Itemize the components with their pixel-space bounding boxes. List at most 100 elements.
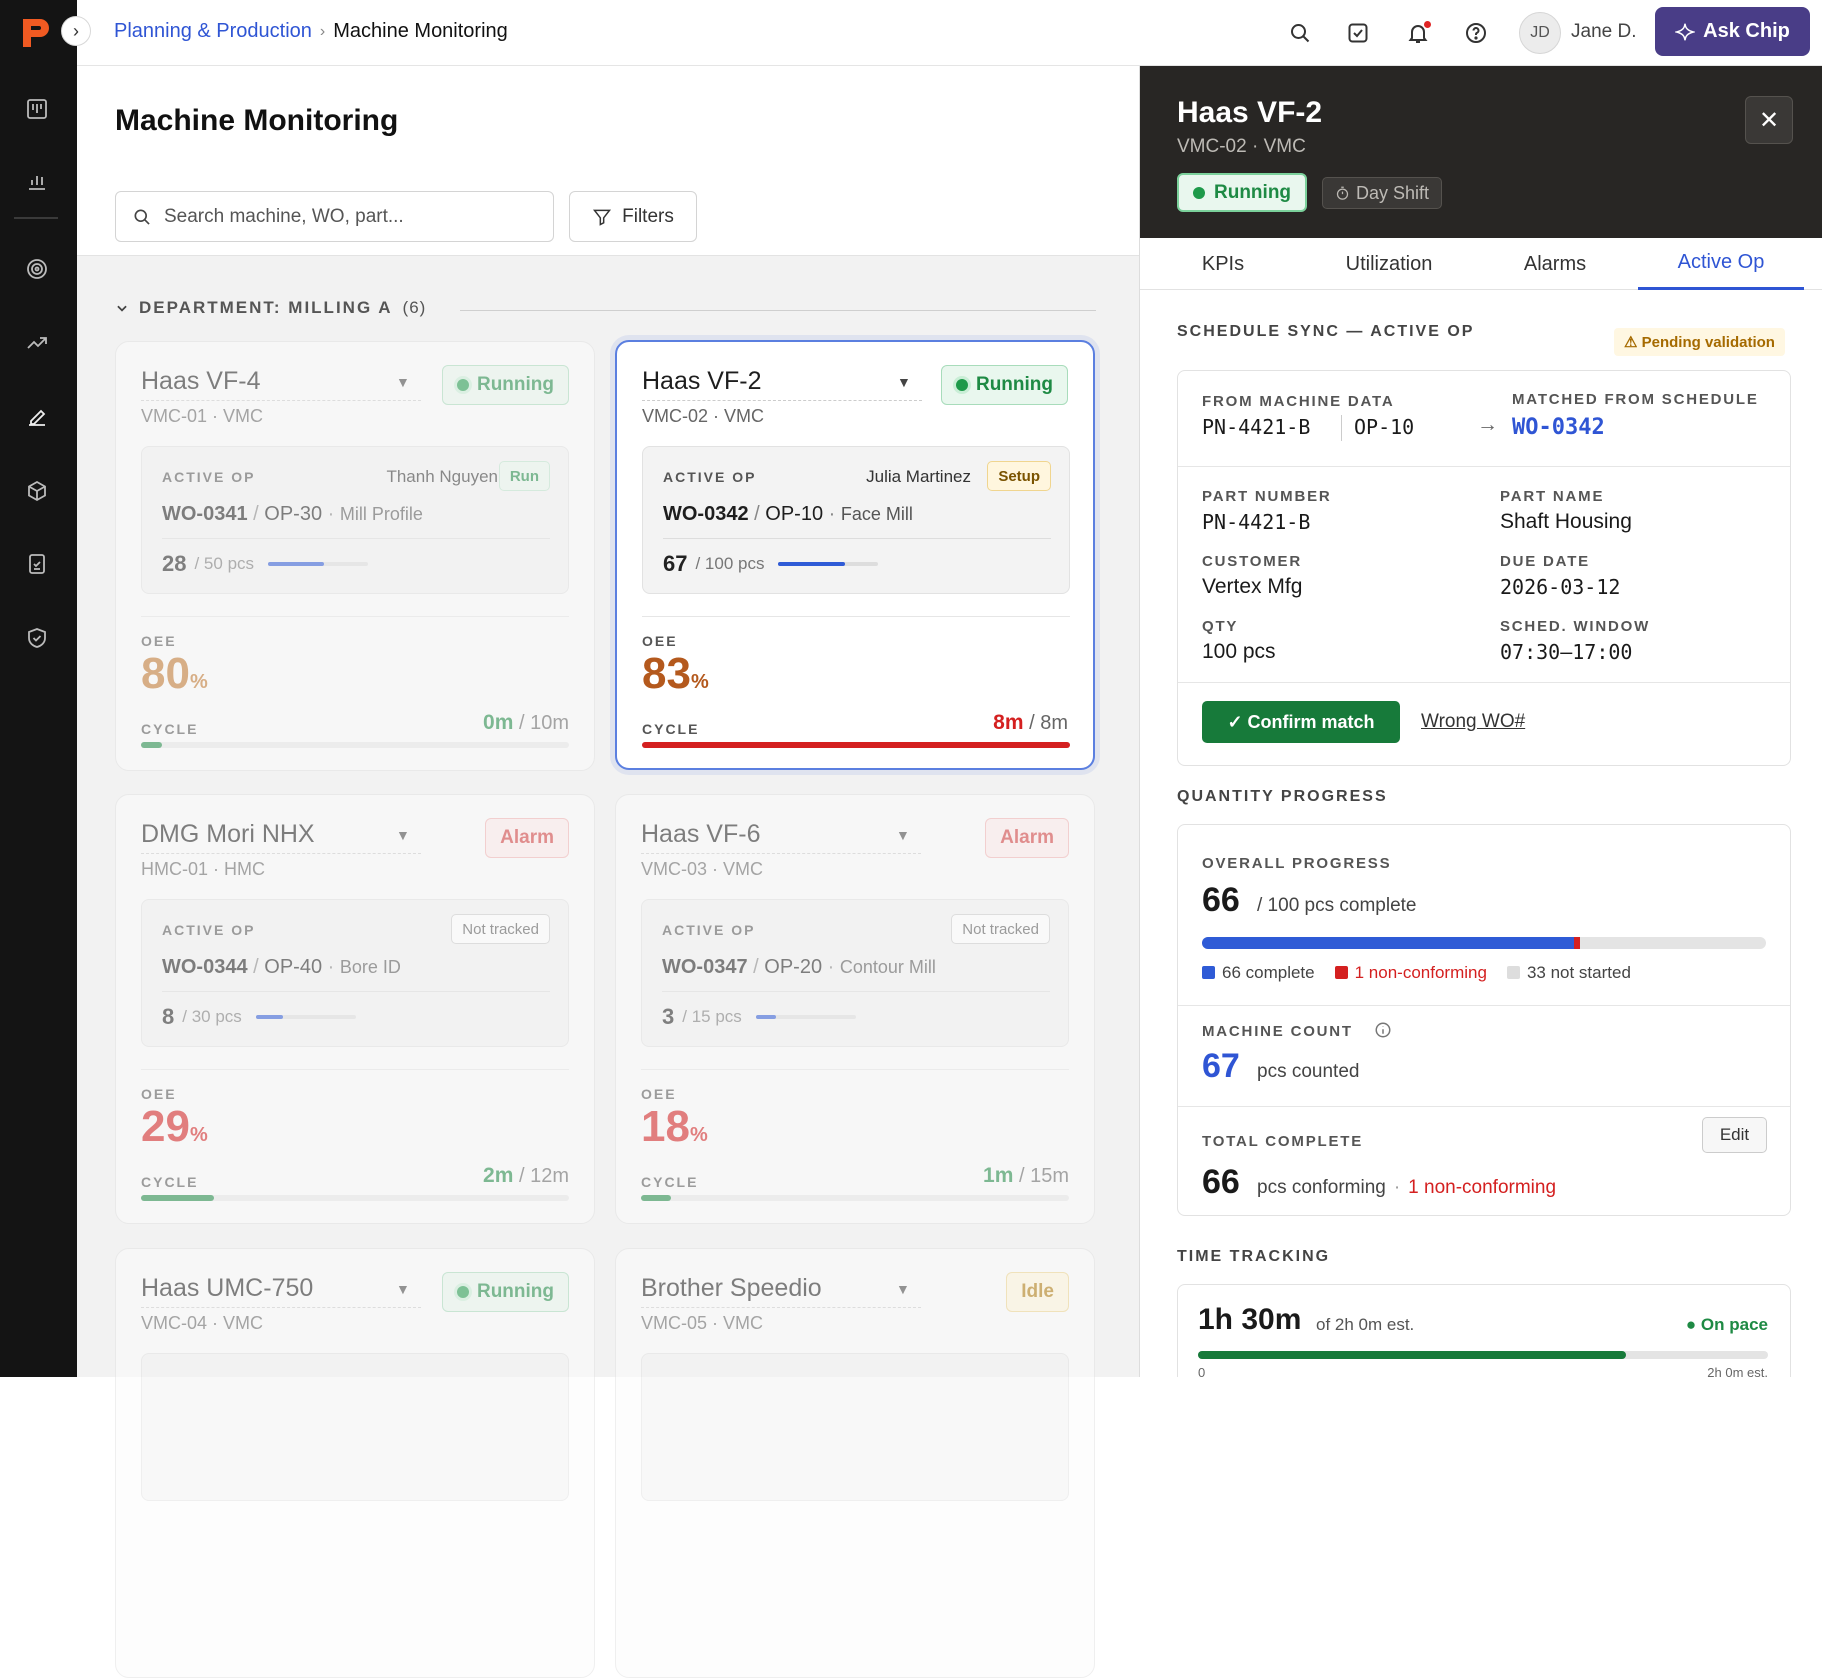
tab-active-op[interactable]: Active Op [1638, 238, 1804, 290]
cycle-progress-bar [642, 742, 1070, 748]
machine-card-selected[interactable]: Haas VF-2 ▼ VMC-02 · VMC Running ACTIVE … [615, 340, 1095, 770]
qty-total: / 50 pcs [194, 554, 255, 573]
work-order-line: WO-0342 / OP-10 · Face Mill [663, 503, 1051, 539]
part-name-label: PART NAME [1500, 488, 1605, 505]
active-op-label: ACTIVE OP [162, 922, 256, 938]
status-dot [955, 379, 968, 391]
edit-total-button[interactable]: Edit [1702, 1117, 1767, 1153]
total-nonconforming-text: 1 non-conforming [1408, 1177, 1557, 1198]
value-divider [1341, 415, 1342, 441]
qty-progress-bar [255, 1015, 356, 1019]
section-divider [1178, 682, 1790, 683]
machine-card[interactable]: Haas UMC-750 ▼ VMC-04 · VMC Running [115, 1248, 595, 1678]
op-description: Face Mill [840, 504, 913, 524]
department-group-toggle[interactable]: DEPARTMENT: MILLING A (6) [115, 298, 426, 318]
oee-number: 80 [141, 649, 190, 698]
legend-not-started: 33 not started [1506, 963, 1631, 983]
cycle-progress-fill [642, 742, 1070, 748]
cycle-progress-fill [141, 1195, 214, 1201]
machine-card[interactable]: Brother Speedio ▼ VMC-05 · VMC Idle [615, 1248, 1095, 1678]
trend-icon[interactable] [22, 328, 52, 358]
oee-label: OEE [141, 633, 177, 649]
chevron-down-icon[interactable]: ▼ [896, 827, 910, 843]
qty-progress-fill [755, 1015, 776, 1019]
machine-card[interactable]: Haas VF-4 ▼ VMC-01 · VMC Running ACTIVE … [115, 341, 595, 771]
wo-number: WO-0342 [663, 503, 749, 525]
active-op-box [141, 1353, 569, 1501]
op-quantity: 3 / 15 pcs [662, 1004, 856, 1030]
wo-number: WO-0341 [162, 503, 248, 525]
pen-icon[interactable] [22, 402, 52, 432]
part-number-label: PART NUMBER [1202, 488, 1332, 505]
cycle-value: 0m / 10m [483, 711, 569, 735]
search-icon[interactable] [1285, 18, 1315, 48]
time-scale-start: 0 [1198, 1365, 1206, 1377]
tab-kpis[interactable]: KPIs [1201, 252, 1245, 275]
oee-label: OEE [641, 1086, 677, 1102]
overall-progress-suffix: / 100 pcs complete [1257, 895, 1417, 916]
cycle-value: 8m / 8m [993, 711, 1068, 735]
from-machine-label: FROM MACHINE DATA [1202, 393, 1395, 410]
section-divider [1178, 1106, 1790, 1107]
panel-tabs: KPIs Utilization Alarms Active Op [1140, 238, 1822, 290]
brand-logo[interactable] [20, 16, 52, 50]
user-avatar[interactable]: JD [1519, 12, 1561, 54]
user-name[interactable]: Jane D. [1571, 21, 1637, 42]
pending-text: Pending validation [1641, 333, 1775, 351]
collapse-nav-button[interactable]: › [61, 16, 91, 46]
chevron-down-icon[interactable]: ▼ [896, 1281, 910, 1297]
time-progress-bar [1198, 1351, 1768, 1359]
machine-count-label: MACHINE COUNT [1202, 1023, 1353, 1040]
box-icon[interactable] [22, 476, 52, 506]
checklist-icon[interactable] [22, 549, 52, 579]
status-badge: Idle [1006, 1272, 1069, 1312]
wrong-wo-link[interactable]: Wrong WO# [1421, 711, 1526, 732]
progress-nonconforming-segment [1574, 937, 1580, 949]
oee-unit: % [189, 1124, 208, 1146]
machine-count-value: 67 [1202, 1047, 1240, 1085]
progress-complete-segment [1202, 937, 1575, 949]
op-quantity: 67 / 100 pcs [663, 551, 879, 577]
matched-wo-link[interactable]: WO-0342 [1512, 415, 1605, 440]
close-panel-button[interactable]: ✕ [1745, 96, 1793, 144]
bar-chart-icon[interactable] [22, 166, 52, 196]
work-order-line: WO-0344 / OP-40 · Bore ID [162, 956, 550, 992]
bell-icon[interactable] [1403, 18, 1433, 48]
board-icon[interactable] [22, 94, 52, 124]
oee-number: 83 [642, 649, 691, 698]
search-box[interactable] [115, 191, 554, 242]
machine-sub: VMC-02 · VMC [642, 406, 765, 426]
work-order-line: WO-0341 / OP-30 · Mill Profile [162, 503, 550, 539]
qty-progress-bar [755, 1015, 856, 1019]
machine-card[interactable]: Haas VF-6 ▼ VMC-03 · VMC Alarm ACTIVE OP… [615, 794, 1095, 1224]
info-icon[interactable] [1374, 1021, 1392, 1044]
task-check-icon[interactable] [1343, 18, 1373, 48]
status-text: Running [1214, 181, 1292, 203]
search-icon [134, 209, 150, 225]
tab-utilization[interactable]: Utilization [1345, 252, 1433, 275]
qty-progress-fill [778, 562, 846, 566]
breadcrumb-parent-link[interactable]: Planning & Production [114, 20, 312, 42]
chevron-down-icon[interactable]: ▼ [396, 374, 410, 390]
active-op-box: ACTIVE OP Not tracked WO-0347 / OP-20 · … [641, 899, 1069, 1047]
confirm-match-button[interactable]: ✓ Confirm match [1202, 701, 1400, 743]
status-text: Running [476, 1281, 554, 1302]
op-number: OP-20 [764, 956, 823, 978]
target-icon[interactable] [22, 254, 52, 284]
ask-chip-button[interactable]: Ask Chip [1655, 7, 1810, 56]
help-icon[interactable] [1461, 18, 1491, 48]
total-complete-detail: pcs conforming · 1 non-conforming [1257, 1177, 1556, 1199]
sparkle-icon [1675, 23, 1696, 40]
filters-button[interactable]: Filters [569, 191, 697, 242]
chevron-down-icon[interactable]: ▼ [396, 1281, 410, 1297]
machine-card[interactable]: DMG Mori NHX ▼ HMC-01 · HMC Alarm ACTIVE… [115, 794, 595, 1224]
tab-alarms[interactable]: Alarms [1523, 252, 1587, 275]
chevron-down-icon[interactable]: ▼ [396, 827, 410, 843]
search-input[interactable] [164, 205, 534, 228]
cycle-standard: / 12m [518, 1165, 569, 1187]
machine-sub: VMC-04 · VMC [141, 1313, 264, 1333]
active-op-box [641, 1353, 1069, 1501]
chevron-down-icon[interactable]: ▼ [897, 374, 911, 390]
shield-check-icon[interactable] [22, 623, 52, 653]
cycle-progress-bar [141, 1195, 569, 1201]
